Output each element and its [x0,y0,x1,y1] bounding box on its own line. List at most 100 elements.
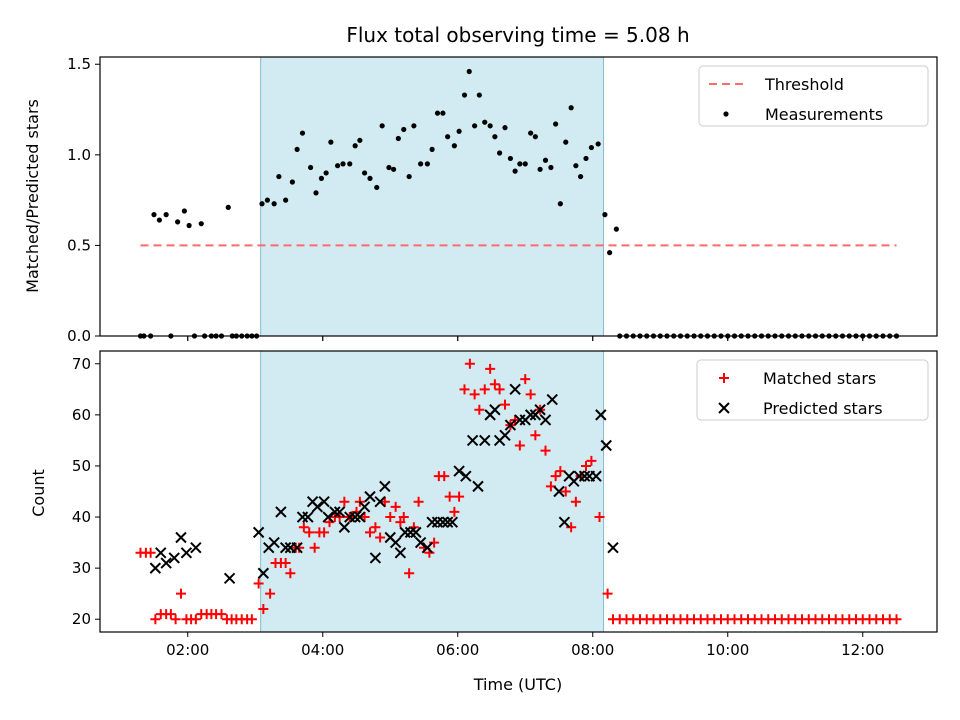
data-point [302,511,314,523]
data-point [421,541,434,554]
data-point [466,68,472,75]
x-axis-label: Time (UTC) [473,675,562,694]
data-point [446,516,459,528]
data-point [520,374,531,385]
observing-window-shade [260,56,605,337]
data-point [401,126,407,133]
data-point [279,541,292,554]
data-point [570,496,581,507]
data-point [283,197,289,203]
data-point [328,139,334,145]
data-point [367,175,373,181]
data-point [532,134,538,140]
y-tick-label: 1.0 [67,146,91,164]
data-point [265,588,276,599]
data-point [460,470,472,482]
data-point [560,486,571,497]
data-point [280,558,291,569]
data-point [548,164,554,171]
data-point [485,363,496,374]
x-tick-label: 02:00 [166,641,209,659]
data-point [354,511,366,523]
data-point [379,123,385,129]
data-point [539,414,552,426]
data-point [151,212,157,218]
data-point [291,541,303,554]
data-point [190,614,201,625]
data-point [275,506,287,518]
data-point [395,135,401,142]
data-point [329,506,341,518]
data-point [394,547,407,559]
data-point [168,552,180,564]
bottom-y-axis-label: Count [29,469,48,517]
data-point [385,512,396,523]
axes-frame [99,350,938,633]
data-point [563,139,569,145]
data-point [595,409,607,421]
data-point [156,217,162,223]
data-point [424,161,430,167]
data-point [489,379,500,390]
data-point [553,485,565,498]
data-point [607,541,619,554]
data-point [557,201,563,207]
data-point [253,578,264,589]
data-point [311,501,324,513]
panel-count: 20 30 40 50 60 70 02:00 04:00 06:00 08:00 10:00 12:… [72,350,938,659]
data-point [308,164,314,171]
data-point [602,212,608,218]
y-tick-label: 30 [72,559,91,577]
data-point [389,536,402,549]
data-point [313,190,319,196]
data-point [175,219,181,225]
data-point [335,163,341,169]
data-point [607,250,613,256]
data-point [398,512,409,523]
series-matched-stars [135,358,902,625]
data-point [546,393,558,406]
legend-marker [719,373,729,383]
legend-marker [723,111,729,117]
data-point [540,445,551,456]
data-point [347,161,353,167]
data-point [165,609,176,620]
data-point [583,155,589,162]
data-point [588,144,595,151]
data-point [145,547,156,558]
legend-label: Measurements [765,105,883,124]
data-point [445,134,451,140]
data-point [364,490,376,503]
data-point [499,429,511,442]
top-y-axis-label: Matched/Predicted stars [23,99,42,293]
data-point [479,384,490,395]
data-point [497,150,503,156]
data-point [176,588,186,599]
x-tick-label: 06:00 [436,641,479,659]
data-point [437,516,449,528]
data-point [590,470,602,482]
data-point [268,536,280,549]
data-point [160,557,172,569]
data-point [276,173,282,180]
data-point [472,123,478,129]
data-point [418,161,424,167]
data-point [581,460,591,471]
data-point [257,567,270,579]
data-point [406,173,412,180]
data-point [198,221,204,227]
data-point [304,527,315,538]
data-point [294,146,300,152]
data-point [339,496,350,507]
data-point [459,384,470,395]
data-point [502,125,508,131]
data-point [482,119,488,125]
data-point [319,527,330,538]
data-point [613,226,619,232]
legend-box [696,359,929,421]
data-point [225,204,231,210]
data-point [413,496,424,507]
data-point [528,130,534,136]
data-point [441,516,454,528]
